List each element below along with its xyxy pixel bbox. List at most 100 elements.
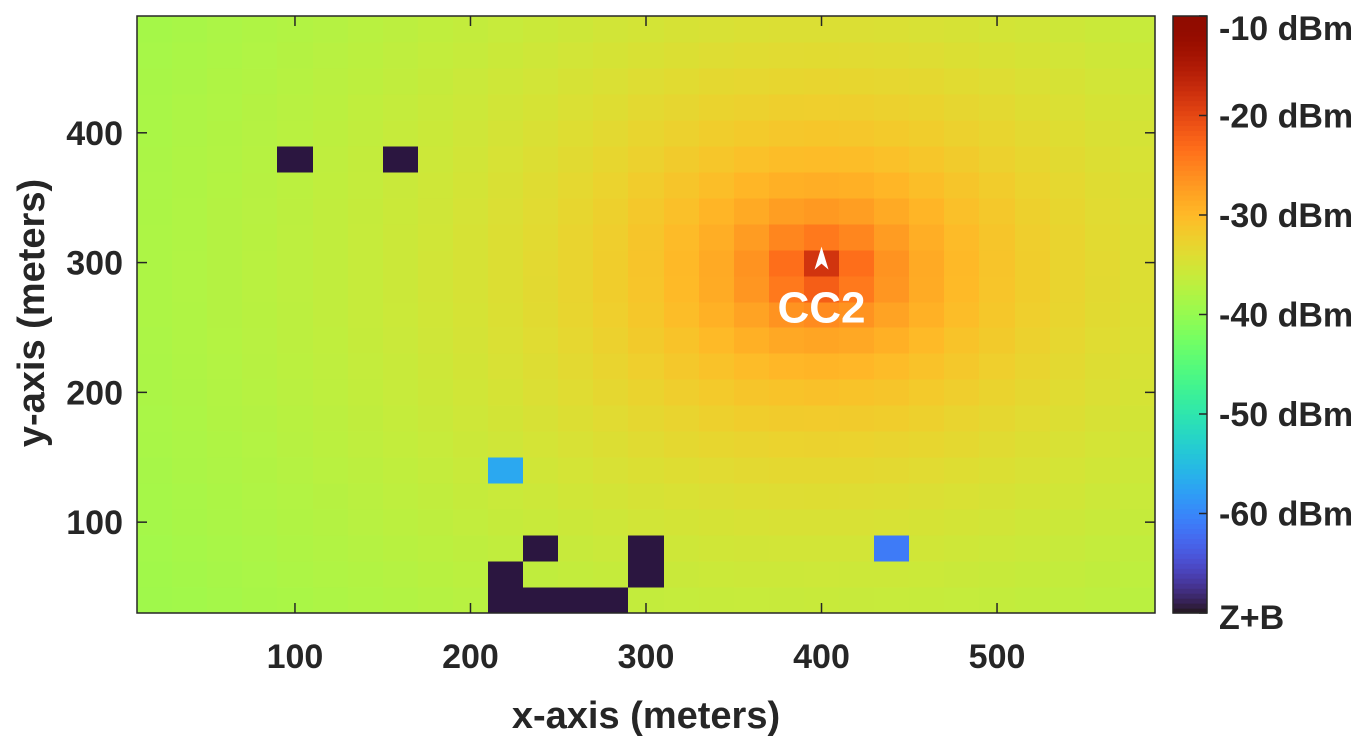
- heatmap-cell: [558, 405, 594, 432]
- heatmap-cell: [277, 353, 314, 380]
- heatmap-cell: [348, 561, 384, 588]
- heatmap-cell: [664, 327, 700, 354]
- heatmap-cell: [488, 535, 524, 562]
- heatmap-cell: [1050, 457, 1086, 484]
- heatmap-cell: [1085, 353, 1121, 380]
- heatmap-cell: [593, 327, 629, 354]
- heatmap-cell: [699, 379, 735, 406]
- heatmap-cell: [313, 68, 349, 95]
- heatmap-cell: [979, 172, 1016, 199]
- heatmap-cell: [699, 94, 735, 121]
- heatmap-cell: [242, 483, 278, 510]
- heatmap-cell: [593, 42, 629, 69]
- colorbar-segment: [1173, 563, 1207, 569]
- heatmap-cell: [277, 535, 314, 562]
- heatmap-cell: [664, 198, 700, 225]
- heatmap-cell: [383, 302, 419, 328]
- heatmap-cell: [839, 198, 875, 225]
- colorbar-segment: [1173, 478, 1207, 485]
- heatmap-cell: [664, 561, 700, 588]
- heatmap-cell: [453, 509, 489, 536]
- heatmap-cell: [418, 250, 454, 277]
- heatmap-cell: [558, 379, 594, 406]
- heatmap-cell: [207, 535, 243, 562]
- heatmap-cell: [804, 483, 840, 510]
- heatmap-cell: [593, 250, 629, 277]
- heatmap-cell: [979, 535, 1016, 562]
- heatmap-cell: [909, 431, 945, 458]
- colorbar-segment: [1173, 60, 1207, 67]
- colorbar-segment: [1173, 155, 1207, 161]
- heatmap-cell: [418, 68, 454, 95]
- colorbar-segment: [1173, 518, 1207, 525]
- heatmap-cell: [628, 68, 665, 95]
- heatmap-cell: [804, 120, 840, 147]
- heatmap-cell: [1015, 224, 1051, 251]
- heatmap-cell: [558, 587, 594, 614]
- colorbar-segment: [1173, 334, 1207, 340]
- heatmap-cell: [944, 302, 980, 328]
- heatmap-cell: [734, 224, 770, 251]
- heatmap-cell: [137, 587, 173, 614]
- heatmap-cell: [1120, 405, 1156, 432]
- heatmap-cell: [804, 353, 840, 380]
- heatmap-cell: [172, 509, 208, 536]
- x-tick-label: 300: [618, 638, 675, 676]
- colorbar-segment: [1173, 170, 1207, 176]
- heatmap-cell: [699, 353, 735, 380]
- colorbar-segment: [1173, 200, 1207, 206]
- colorbar-segment: [1173, 210, 1207, 216]
- heatmap-cell: [172, 587, 208, 614]
- heatmap-cell: [1015, 42, 1051, 69]
- heatmap-cell: [523, 224, 559, 251]
- heatmap-cell: [979, 302, 1016, 328]
- heatmap-cell: [593, 431, 629, 458]
- colorbar-segment: [1173, 65, 1207, 72]
- heatmap-cell: [242, 16, 278, 43]
- heatmap-cell: [628, 561, 665, 588]
- heatmap-cell: [418, 94, 454, 121]
- heatmap-cell: [523, 276, 559, 303]
- heatmap-cell: [1085, 68, 1121, 95]
- source-marker: CC2: [778, 246, 866, 333]
- heatmap-cell: [804, 457, 840, 484]
- heatmap-cell: [593, 587, 629, 614]
- heatmap-cell: [137, 535, 173, 562]
- colorbar-segment: [1173, 75, 1207, 82]
- heatmap-cell: [418, 509, 454, 536]
- heatmap-cell: [558, 457, 594, 484]
- heatmap-cell: [453, 457, 489, 484]
- heatmap-cell: [664, 172, 700, 199]
- heatmap-cell: [804, 68, 840, 95]
- heatmap-cell: [242, 327, 278, 354]
- colorbar-segment: [1173, 473, 1207, 480]
- heatmap-cell: [874, 68, 910, 95]
- heatmap-cell: [628, 483, 665, 510]
- heatmap-cell: [383, 172, 419, 199]
- heatmap-cell: [277, 561, 314, 588]
- colorbar-segment: [1173, 205, 1207, 211]
- heatmap-cell: [313, 16, 349, 43]
- heatmap-cell: [383, 224, 419, 251]
- heatmap-cell: [453, 94, 489, 121]
- heatmap-cell: [1120, 535, 1156, 562]
- heatmap-cell: [523, 457, 559, 484]
- heatmap-cell: [1085, 224, 1121, 251]
- heatmap-cell: [839, 353, 875, 380]
- heatmap-cell: [242, 509, 278, 536]
- colorbar-segment: [1173, 508, 1207, 515]
- heatmap-cell: [207, 353, 243, 380]
- heatmap-cell: [593, 276, 629, 303]
- colorbar-segment: [1173, 374, 1207, 380]
- colorbar-segment: [1173, 463, 1207, 470]
- heatmap-cell: [558, 172, 594, 199]
- heatmap-cell: [488, 276, 524, 303]
- colorbar-segment: [1173, 140, 1207, 146]
- heatmap-cell: [137, 146, 173, 173]
- heatmap-cell: [664, 353, 700, 380]
- heatmap-cell: [1050, 509, 1086, 536]
- heatmap-cell: [734, 250, 770, 277]
- colorbar-segment: [1173, 324, 1207, 331]
- heatmap-cell: [1015, 120, 1051, 147]
- heatmap-cell: [348, 198, 384, 225]
